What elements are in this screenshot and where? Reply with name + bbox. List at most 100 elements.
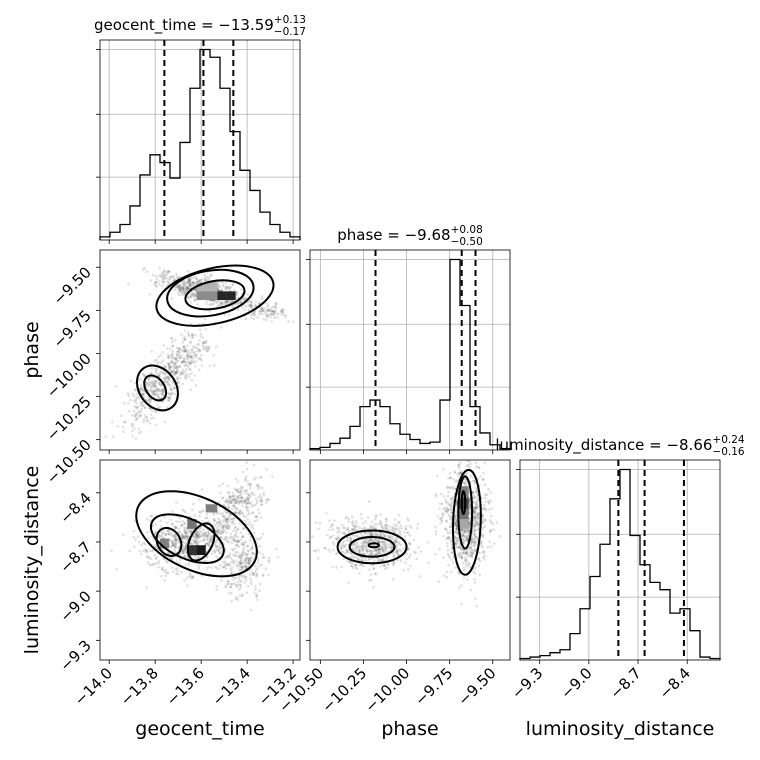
sample-point bbox=[242, 543, 245, 547]
sample-point bbox=[142, 549, 146, 552]
sample-point bbox=[157, 562, 160, 565]
sample-point bbox=[229, 496, 233, 499]
sample-point bbox=[185, 284, 189, 288]
sample-point bbox=[223, 515, 226, 519]
sample-point bbox=[167, 364, 171, 367]
sample-point bbox=[351, 547, 355, 551]
sample-point bbox=[398, 527, 401, 530]
sample-point bbox=[259, 310, 263, 314]
sample-point bbox=[239, 499, 243, 503]
sample-point bbox=[485, 493, 489, 496]
sample-point bbox=[189, 362, 192, 366]
sample-point bbox=[249, 303, 252, 307]
sample-point bbox=[175, 350, 179, 354]
sample-point bbox=[449, 476, 453, 480]
sample-point bbox=[262, 555, 266, 559]
sample-point bbox=[138, 549, 142, 553]
sample-point bbox=[184, 545, 187, 548]
sample-point bbox=[239, 559, 242, 563]
sample-point bbox=[188, 284, 192, 288]
sample-point bbox=[146, 530, 149, 534]
sample-point bbox=[212, 512, 216, 516]
sample-point bbox=[196, 537, 200, 540]
sample-point bbox=[210, 566, 214, 569]
sample-point bbox=[148, 519, 152, 522]
sample-point bbox=[259, 310, 262, 313]
sample-point bbox=[175, 378, 179, 382]
sample-point bbox=[173, 538, 176, 542]
sample-point bbox=[242, 489, 246, 493]
sample-point bbox=[140, 386, 143, 390]
sample-point bbox=[255, 518, 259, 522]
sample-point bbox=[195, 541, 199, 544]
sample-point bbox=[190, 543, 193, 546]
sample-point bbox=[369, 573, 373, 576]
sample-point bbox=[354, 543, 357, 546]
sample-point bbox=[314, 521, 318, 525]
sample-point bbox=[365, 546, 369, 549]
sample-point bbox=[206, 555, 209, 558]
sample-point bbox=[236, 490, 240, 493]
sample-point bbox=[152, 389, 155, 392]
sample-point bbox=[280, 313, 284, 316]
sample-point bbox=[391, 535, 394, 539]
y-tick-label: −9.75 bbox=[50, 306, 95, 351]
sample-point bbox=[418, 575, 421, 578]
sample-point bbox=[234, 512, 238, 515]
sample-point bbox=[168, 398, 171, 401]
sample-point bbox=[184, 530, 187, 534]
sample-point bbox=[474, 506, 478, 510]
sample-point bbox=[222, 300, 225, 304]
sample-point bbox=[388, 535, 391, 539]
sample-point bbox=[464, 562, 468, 566]
sample-point bbox=[172, 373, 176, 376]
sample-point bbox=[225, 517, 229, 521]
sample-point bbox=[188, 282, 191, 285]
sample-point bbox=[184, 282, 188, 285]
sample-point bbox=[340, 565, 344, 569]
sample-point bbox=[223, 517, 227, 520]
sample-point bbox=[219, 546, 222, 550]
sample-point bbox=[355, 545, 359, 548]
sample-point bbox=[169, 370, 173, 374]
sample-point bbox=[442, 534, 445, 538]
sample-point bbox=[291, 320, 295, 324]
sample-point bbox=[370, 538, 373, 542]
sample-point bbox=[175, 275, 179, 278]
sample-point bbox=[260, 503, 264, 506]
sample-point bbox=[178, 356, 182, 360]
sample-point bbox=[385, 518, 388, 521]
sample-point bbox=[182, 345, 186, 349]
sample-point bbox=[375, 533, 379, 536]
panel-title: phase = −9.68+0.08 −0.50 bbox=[337, 224, 483, 248]
sample-point bbox=[195, 280, 198, 283]
sample-point bbox=[179, 356, 182, 360]
sample-point bbox=[336, 531, 339, 534]
sample-point bbox=[360, 512, 363, 516]
sample-point bbox=[226, 526, 229, 530]
sample-point bbox=[388, 536, 392, 540]
sample-point bbox=[253, 313, 257, 317]
sample-point bbox=[381, 547, 384, 551]
sample-point bbox=[337, 528, 340, 532]
sample-point bbox=[174, 357, 177, 361]
panel-frame bbox=[99, 39, 301, 241]
sample-point bbox=[145, 586, 148, 589]
sample-point bbox=[227, 491, 231, 495]
sample-point bbox=[387, 529, 390, 532]
sample-point bbox=[477, 511, 481, 515]
sample-point bbox=[250, 512, 254, 515]
sample-point bbox=[240, 288, 243, 291]
sample-point bbox=[191, 282, 195, 285]
sample-point bbox=[359, 563, 363, 567]
sample-point bbox=[330, 523, 334, 526]
sample-point bbox=[201, 344, 204, 348]
sample-point bbox=[187, 535, 190, 539]
sample-point bbox=[248, 305, 252, 308]
sample-point bbox=[452, 561, 455, 564]
sample-point bbox=[449, 525, 453, 528]
sample-point bbox=[209, 302, 213, 306]
sample-point bbox=[153, 379, 157, 383]
sample-point bbox=[182, 281, 186, 284]
sample-point bbox=[367, 558, 371, 561]
